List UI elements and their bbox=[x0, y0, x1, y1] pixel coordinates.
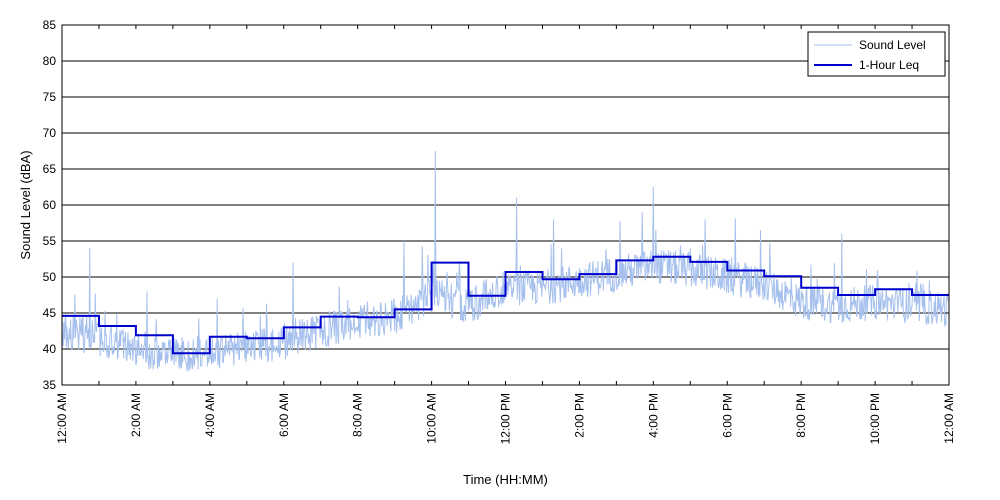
x-tick-label: 2:00 PM bbox=[572, 393, 586, 438]
legend-entry-1-hour-leq: 1-Hour Leq bbox=[859, 58, 919, 72]
x-tick-label: 12:00 PM bbox=[499, 393, 513, 444]
y-tick-label: 65 bbox=[43, 162, 57, 176]
y-tick-label: 80 bbox=[43, 54, 57, 68]
x-tick-label: 12:00 AM bbox=[55, 393, 69, 444]
y-tick-label: 40 bbox=[43, 342, 57, 356]
line-1-hour-leq bbox=[62, 255, 949, 355]
x-tick-label: 2:00 AM bbox=[129, 393, 143, 437]
y-tick-label: 60 bbox=[43, 198, 57, 212]
x-tick-label: 8:00 PM bbox=[794, 393, 808, 438]
y-axis-label: Sound Level (dBA) bbox=[18, 150, 33, 259]
legend: Sound Level 1-Hour Leq bbox=[807, 31, 946, 77]
x-axis-label: Time (HH:MM) bbox=[463, 472, 548, 487]
y-tick-label: 75 bbox=[43, 90, 57, 104]
x-tick-label: 4:00 PM bbox=[646, 393, 660, 438]
legend-box bbox=[807, 31, 946, 77]
x-tick-label: 10:00 AM bbox=[425, 393, 439, 444]
y-tick-label: 50 bbox=[43, 270, 57, 284]
y-tick-label: 35 bbox=[43, 378, 57, 392]
legend-entry-sound-level: Sound Level bbox=[859, 38, 926, 52]
x-tick-label: 6:00 PM bbox=[720, 393, 734, 438]
x-tick-label: 8:00 AM bbox=[351, 393, 365, 437]
x-axis-ticks: 12:00 AM 2:00 AM 4:00 AM 6:00 AM 8:00 AM 10:0… bbox=[55, 25, 956, 444]
y-tick-label: 45 bbox=[43, 306, 57, 320]
y-tick-label: 70 bbox=[43, 126, 57, 140]
x-tick-label: 4:00 AM bbox=[203, 393, 217, 437]
series-1-hour-leq bbox=[62, 255, 949, 355]
x-tick-label: 12:00 AM bbox=[942, 393, 956, 444]
y-axis-ticks: 35 40 45 50 55 60 65 70 75 80 85 bbox=[43, 18, 949, 392]
x-tick-label: 10:00 PM bbox=[868, 393, 882, 444]
y-tick-label: 55 bbox=[43, 234, 57, 248]
x-tick-label: 6:00 AM bbox=[277, 393, 291, 437]
y-tick-label: 85 bbox=[43, 18, 57, 32]
